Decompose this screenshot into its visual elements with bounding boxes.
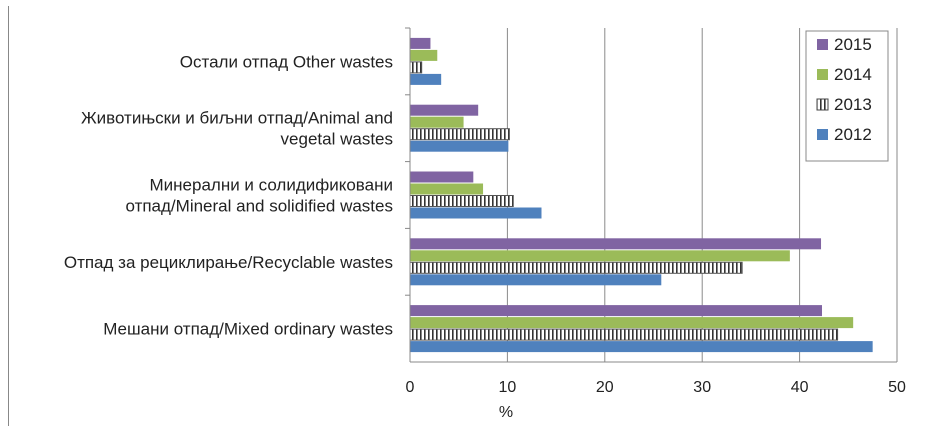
legend-swatch-2013 xyxy=(816,98,829,111)
category-labels: Мешани отпад/Mixed ordinary wastes Отпад … xyxy=(64,52,393,338)
category-label: Мешани отпад/Mixed ordinary wastes xyxy=(103,320,393,339)
category-label: Минерални и солидификовани отпад/Mineral … xyxy=(125,176,393,216)
legend-label-2015: 2015 xyxy=(834,35,872,54)
chart-frame xyxy=(8,6,933,426)
bar-2015 xyxy=(410,238,822,250)
bar-2014 xyxy=(410,116,464,128)
bar-2014 xyxy=(410,250,790,262)
x-tick-labels: 0 10 20 30 40 50 xyxy=(406,379,906,396)
legend-swatch-2012 xyxy=(817,129,828,140)
bar-2014 xyxy=(410,49,438,61)
bar-2013 xyxy=(409,195,514,207)
x-tick-label: 0 xyxy=(406,379,415,396)
bar-2014 xyxy=(410,183,484,195)
bar-2015 xyxy=(410,305,823,317)
bar-2013 xyxy=(409,328,839,341)
bar-2012 xyxy=(410,341,873,353)
bars xyxy=(409,37,873,353)
legend-swatch-2014 xyxy=(817,69,828,80)
x-tick-label: 40 xyxy=(791,379,809,396)
x-tick-label: 30 xyxy=(693,379,711,396)
legend-label-2013: 2013 xyxy=(834,95,872,114)
bar-2014 xyxy=(410,317,854,329)
bar-2012 xyxy=(410,73,442,85)
legend: 2015 2014 2013 2012 xyxy=(805,30,889,162)
bar-2013 xyxy=(409,261,743,274)
bar-2013 xyxy=(409,61,423,74)
bar-2015 xyxy=(410,104,479,116)
bar-2015 xyxy=(410,37,431,49)
bar-2012 xyxy=(410,140,509,152)
bar-2012 xyxy=(410,207,542,219)
x-tick-label: 10 xyxy=(499,379,517,396)
legend-label-2012: 2012 xyxy=(834,125,872,144)
category-label: Отпад за рециклирање/Recyclable wastes xyxy=(64,253,393,272)
legend-label-2014: 2014 xyxy=(834,65,872,84)
axes xyxy=(405,27,897,363)
x-tick-label: 20 xyxy=(596,379,614,396)
category-label: Животињски и биљни отпад/Animal and veget… xyxy=(81,109,393,149)
category-label: Остали отпад Other wastes xyxy=(180,52,393,71)
bar-2012 xyxy=(410,274,662,286)
x-tick-label: 50 xyxy=(888,379,906,396)
legend-swatch-2015 xyxy=(817,39,828,50)
bar-2015 xyxy=(410,171,474,183)
bar-2013 xyxy=(409,128,510,141)
x-axis-label: % xyxy=(499,404,513,421)
